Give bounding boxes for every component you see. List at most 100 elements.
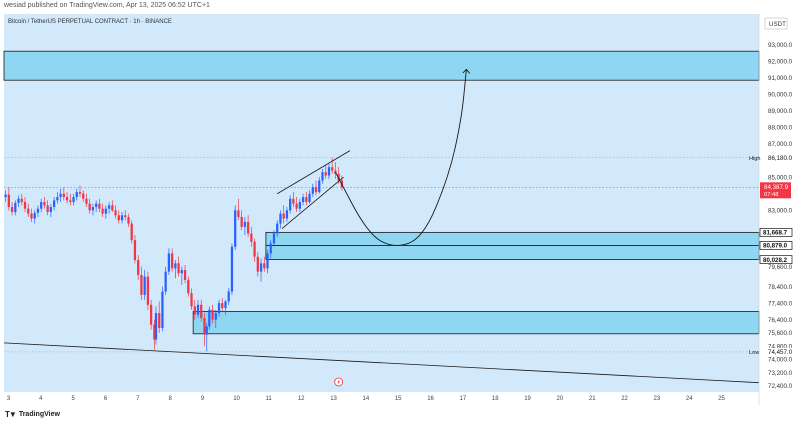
price-tick-label: 89,000.0 xyxy=(768,108,793,115)
time-tick-label: 20 xyxy=(557,396,564,402)
time-tick-label: 22 xyxy=(621,396,628,402)
candle-body xyxy=(14,202,17,212)
time-tick-label: 16 xyxy=(427,396,434,402)
time-tick-label: 11 xyxy=(266,396,273,402)
candle-body xyxy=(289,198,292,211)
candle-body xyxy=(272,233,276,244)
candle-body xyxy=(227,291,230,302)
candle-body xyxy=(269,243,272,254)
price-tick-label: 74,800.0 xyxy=(768,343,793,350)
candle-body xyxy=(117,215,120,221)
candle-body xyxy=(314,187,318,193)
trendline[interactable] xyxy=(3,342,760,384)
candle-body xyxy=(177,263,180,274)
brand-name: TradingView xyxy=(18,411,60,418)
time-tick-label: 7 xyxy=(136,396,140,402)
price-tick-label: 88,000.0 xyxy=(768,125,793,132)
candle-body xyxy=(124,215,127,217)
price-axis-panel xyxy=(759,14,800,405)
candle-body xyxy=(161,291,164,328)
projection-arrowhead xyxy=(462,68,471,74)
candle-body xyxy=(217,303,221,314)
candle-body xyxy=(295,203,298,209)
candle-body xyxy=(69,200,72,203)
tradingview-brand[interactable]: T▼ TradingView xyxy=(5,410,60,419)
time-tick-label: 21 xyxy=(589,396,596,402)
currency-badge[interactable] xyxy=(764,17,788,30)
candle-body xyxy=(120,215,124,221)
zone-price-tag xyxy=(759,228,793,237)
candle-body xyxy=(279,213,282,224)
price-tick-label: 87,000.0 xyxy=(768,141,793,148)
supply-demand-zone[interactable] xyxy=(3,50,760,81)
candle-body xyxy=(36,208,40,213)
price-tick-label: 91,000.0 xyxy=(768,75,793,82)
time-axis-panel xyxy=(0,392,759,405)
price-tick-label: 90,000.0 xyxy=(768,91,793,98)
zone-price-tag xyxy=(759,241,793,250)
time-tick-label: 8 xyxy=(169,396,173,402)
candle-body xyxy=(237,210,240,217)
candle-body xyxy=(190,293,193,307)
candle-body xyxy=(95,203,98,207)
extreme-name-label: High xyxy=(749,156,761,162)
time-tick-label: 12 xyxy=(298,396,305,402)
extreme-name-label: Low xyxy=(749,350,760,356)
candle-series xyxy=(4,157,344,352)
footer-bar: T▼ TradingView xyxy=(0,405,800,422)
price-tick-label: 83,000.0 xyxy=(768,208,793,215)
candle-body xyxy=(214,313,217,320)
supply-demand-zone[interactable] xyxy=(192,311,760,335)
candle-body xyxy=(111,205,114,211)
candle-body xyxy=(49,207,53,212)
candle-body xyxy=(301,197,305,203)
candle-body xyxy=(250,233,253,242)
candle-body xyxy=(107,205,111,209)
extreme-price-tag xyxy=(767,153,797,162)
candle-body xyxy=(4,194,7,198)
candle-body xyxy=(104,208,107,214)
candle-body xyxy=(85,198,88,204)
candle-body xyxy=(130,223,133,241)
projection-path[interactable] xyxy=(335,69,467,246)
candle-body xyxy=(33,212,36,219)
candle-body xyxy=(187,279,190,294)
publish-line: wesiad published on TradingView.com, Apr… xyxy=(4,2,210,9)
candle-body xyxy=(7,194,10,207)
time-tick-label: 9 xyxy=(201,396,205,402)
candle-body xyxy=(230,246,234,292)
zone-price-label: 80,028.2 xyxy=(763,257,788,264)
candle-body xyxy=(56,197,59,201)
wedge-line-lower[interactable] xyxy=(281,176,344,229)
time-tick-label: 19 xyxy=(524,396,531,402)
price-tick-label: 92,000.0 xyxy=(768,58,793,65)
candle-body xyxy=(137,260,140,275)
supply-demand-zone[interactable] xyxy=(265,231,760,260)
candle-body xyxy=(10,207,14,212)
candle-body xyxy=(59,193,62,198)
extreme-price-label: 74,457.0 xyxy=(768,349,793,356)
candle-body xyxy=(308,193,311,203)
time-axis[interactable]: 3 4 5 6 7 8 9 10 11 12 13 14 15 16 17 18 19 20 21 22 23 24 25 xyxy=(7,396,726,402)
price-chart[interactable]: Bitcoin / TetherUS PERPETUAL CONTRACT · … xyxy=(0,14,800,405)
candle-body xyxy=(72,197,75,203)
candle-body xyxy=(62,193,65,198)
candle-body xyxy=(240,216,243,227)
countdown-label: 07:48 xyxy=(764,192,779,198)
wedge-line-upper[interactable] xyxy=(277,150,351,195)
candle-body xyxy=(23,202,27,209)
candle-body xyxy=(20,198,23,203)
price-tick-label: 76,400.0 xyxy=(768,317,793,324)
price-tick-label: 75,600.0 xyxy=(768,330,793,337)
time-tick-label: 25 xyxy=(718,396,725,402)
time-tick-label: 18 xyxy=(492,396,499,402)
candle-body xyxy=(82,193,85,199)
candle-body xyxy=(324,172,327,176)
price-tick-label: 73,200.0 xyxy=(768,370,793,377)
candle-body xyxy=(133,240,137,261)
candle-body xyxy=(321,172,324,181)
price-tick-label: 74,000.0 xyxy=(768,357,793,364)
candle-body xyxy=(285,210,289,219)
candle-body xyxy=(292,198,295,204)
candle-body xyxy=(256,256,259,272)
